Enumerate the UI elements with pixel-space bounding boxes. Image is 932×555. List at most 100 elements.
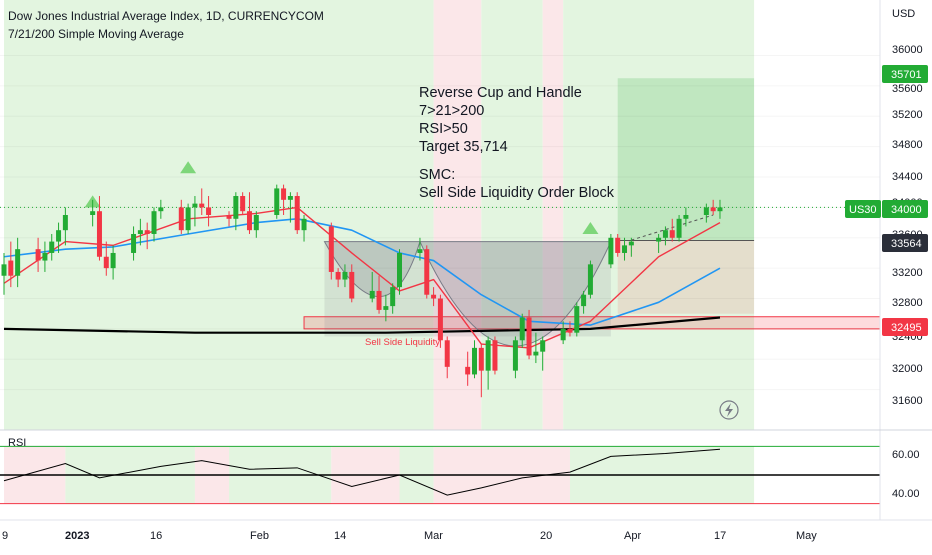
time-tick: May <box>796 530 817 542</box>
annotation-line-2: 7>21>200 <box>419 103 484 119</box>
candle-body <box>49 241 55 253</box>
candle-body <box>158 207 164 212</box>
time-tick: Mar <box>424 530 443 542</box>
price-tick: 32800 <box>892 297 923 309</box>
candle-body <box>56 230 62 242</box>
time-tick: 14 <box>334 530 346 542</box>
candle-body <box>233 196 239 219</box>
candle-body <box>90 211 96 215</box>
candle-body <box>669 230 675 238</box>
annotation-line-3: RSI>50 <box>419 121 468 137</box>
candle-body <box>335 271 341 280</box>
candle-body <box>8 260 14 276</box>
candle-body <box>35 249 41 261</box>
annotation-line-1: Reverse Cup and Handle <box>419 85 582 101</box>
lightning-icon[interactable] <box>719 400 739 420</box>
cup-shape <box>419 241 612 347</box>
candle-body <box>717 207 723 212</box>
candle-body <box>710 207 716 212</box>
candle-body <box>349 271 355 299</box>
candles-layer <box>1 184 723 398</box>
price-tick: 32000 <box>892 363 923 375</box>
candle-body <box>178 207 184 231</box>
candle-body <box>274 188 280 215</box>
rsi-tick-40: 40.00 <box>892 488 920 500</box>
candle-body <box>437 298 443 341</box>
signal-arrow <box>582 221 599 234</box>
price-tick: 36000 <box>892 44 923 56</box>
candle-body <box>294 196 300 231</box>
time-tick: 2023 <box>65 530 89 542</box>
candle-body <box>540 340 546 352</box>
price-tick: 34800 <box>892 139 923 151</box>
moving-average-layer <box>3 206 721 349</box>
candle-body <box>103 256 109 269</box>
candle-body <box>246 211 252 231</box>
price-tick: 35600 <box>892 83 923 95</box>
annotation-block: Reverse Cup and Handle 7>21>200 RSI>50 T… <box>419 85 615 201</box>
candle-body <box>383 306 389 310</box>
sma200-line <box>3 316 721 334</box>
candle-body <box>1 264 7 276</box>
annotation-line-7: Sell Side Liquidity Order Block <box>419 185 615 201</box>
candle-body <box>199 203 205 208</box>
candle-body <box>281 188 287 200</box>
rsi-line <box>3 448 721 496</box>
price-tag-target-text: 35701 <box>891 69 922 81</box>
candle-body <box>144 230 150 234</box>
candle-body <box>533 351 539 356</box>
candle-body <box>444 340 450 367</box>
candle-body <box>567 328 573 333</box>
candle-body <box>192 203 198 208</box>
candle-body <box>587 264 593 295</box>
candle-body <box>608 237 614 265</box>
price-axis-ticks: 36000 35600 35200 34800 34400 34000 3360… <box>892 44 923 407</box>
price-tag-symbol: US30 <box>849 204 877 216</box>
candle-body <box>110 252 116 269</box>
candle-body <box>287 196 293 200</box>
price-tag-target: 35701 <box>882 65 928 83</box>
candle-body <box>62 215 68 231</box>
candle-body <box>615 237 621 253</box>
candle-body <box>656 237 662 242</box>
chart-title: Dow Jones Industrial Average Index, 1D, … <box>8 9 324 23</box>
rsi-label: RSI <box>8 437 26 449</box>
candle-body <box>424 249 430 295</box>
time-tick: Feb <box>250 530 269 542</box>
candle-body <box>526 317 532 356</box>
candle-body <box>574 306 580 333</box>
signal-arrow <box>180 161 197 174</box>
sma21-line <box>3 217 721 326</box>
candle-body <box>485 340 491 371</box>
candle-body <box>431 294 437 299</box>
price-tick: 31600 <box>892 395 923 407</box>
price-tag-current-text: 34000 <box>891 204 922 216</box>
candle-body <box>581 294 587 307</box>
chart-subtitle: 7/21/200 Simple Moving Average <box>8 27 184 41</box>
price-tick: 33200 <box>892 267 923 279</box>
price-tag-stop-text: 33564 <box>891 238 922 250</box>
candle-body <box>42 252 48 261</box>
candle-body <box>342 271 348 280</box>
candle-body <box>676 218 682 238</box>
candle-body <box>131 233 137 253</box>
price-tick: 34400 <box>892 171 923 183</box>
candle-body <box>240 196 246 212</box>
price-tag-zone-text: 32495 <box>891 322 922 334</box>
zone-label: Sell Side Liquidity <box>365 337 440 348</box>
candle-body <box>628 241 634 246</box>
session-band <box>481 0 543 430</box>
candle-body <box>301 218 307 231</box>
candle-body <box>519 317 525 341</box>
candle-body <box>560 328 566 341</box>
candle-body <box>683 215 689 219</box>
candle-body <box>492 340 498 371</box>
risk-zone <box>617 240 755 314</box>
candle-body <box>369 290 375 299</box>
candle-body <box>472 347 478 375</box>
time-tick: Apr <box>624 530 641 542</box>
session-band <box>542 0 564 430</box>
time-tick: 16 <box>150 530 162 542</box>
